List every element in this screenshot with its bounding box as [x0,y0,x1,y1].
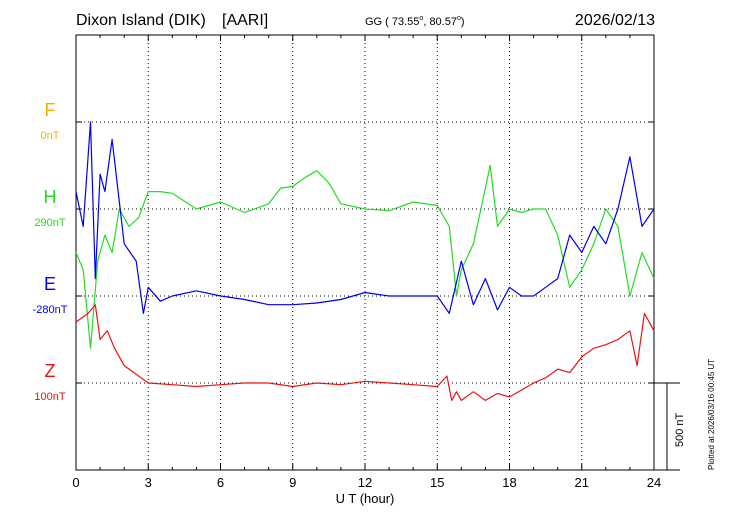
scale-bar-label: 500 nT [674,412,686,447]
plotted-timestamp: Plotted at 2026/03/16 00:45 UT [707,359,716,470]
plot-frame [75,34,655,471]
channel-baseline-H: 290nT [34,217,65,229]
x-tick-labels: 0 3 6 9 12 15 18 21 24 [72,475,661,490]
channel-letter-E: E [44,274,56,294]
x-tick-label: 15 [430,475,444,490]
axis-ticks [75,35,655,470]
station-title: Dixon Island (DIK) [76,12,206,29]
x-tick-label: 0 [72,475,79,490]
channel-baseline-E: -280nT [33,304,68,316]
x-tick-label: 24 [647,475,661,490]
series-line-H [75,164,655,349]
channel-baseline-F: 0nT [41,130,60,142]
x-tick-label: 9 [289,475,296,490]
channel-letter-F: F [45,100,56,120]
channel-letter-Z: Z [45,361,56,381]
channel-letter-H: H [44,187,57,207]
scale-bar: 500 nT [654,382,686,471]
series-line-Z [75,304,655,401]
channel-labels: F 0nT H 290nT E -280nT Z 100nT [33,100,68,403]
series-lines [75,121,655,401]
x-tick-label: 21 [575,475,589,490]
grid-lines [76,35,654,470]
x-tick-label: 18 [502,475,516,490]
date-label: 2026/02/13 [575,12,655,29]
x-tick-label: 3 [145,475,152,490]
channel-baseline-Z: 100nT [34,391,65,403]
institute-label: [AARI] [222,12,268,29]
x-tick-label: 6 [217,475,224,490]
x-axis-label: U T (hour) [336,491,395,506]
series-line-E [75,121,655,314]
x-tick-label: 12 [358,475,372,490]
coordinates-label: GG ( 73.55o, 80.57o) [365,15,465,28]
